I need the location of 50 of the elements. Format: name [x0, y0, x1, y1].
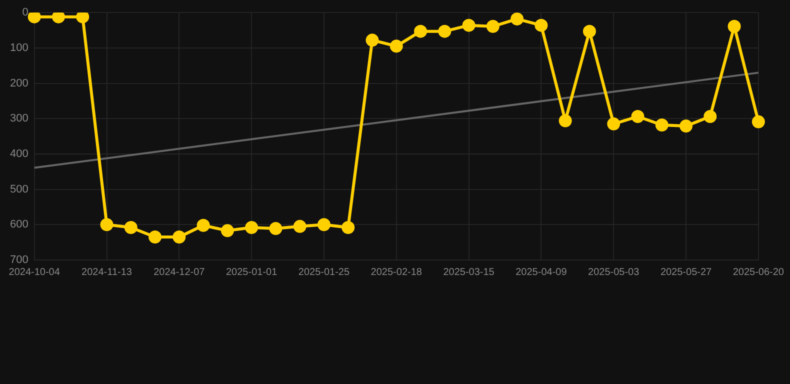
point — [582, 24, 596, 38]
point — [220, 224, 234, 238]
y-tick-label: 700 — [10, 254, 28, 266]
y-tick-label: 100 — [10, 42, 28, 54]
point — [438, 24, 452, 38]
point — [704, 110, 717, 124]
point — [631, 110, 644, 124]
point — [76, 12, 90, 24]
y-tick-label: 400 — [10, 148, 28, 160]
y-tick-label: 0 — [22, 6, 28, 19]
y-tick-label: 300 — [10, 112, 28, 125]
x-tick-label: 2025-03-15 — [443, 266, 495, 278]
point — [607, 117, 620, 130]
x-tick-label: 2025-06-20 — [732, 266, 784, 278]
x-tick-label: 2024-11-13 — [82, 266, 132, 278]
point — [752, 115, 765, 128]
point — [269, 222, 282, 236]
point — [28, 12, 41, 24]
y-tick-label: 500 — [10, 183, 28, 196]
point — [510, 12, 524, 26]
point — [52, 12, 65, 24]
point — [486, 20, 500, 33]
point — [317, 218, 330, 232]
point — [558, 114, 572, 128]
point — [124, 220, 138, 234]
y-tick-label: 200 — [10, 77, 28, 90]
point — [342, 220, 355, 234]
point — [655, 118, 668, 132]
x-tick-label: 2025-05-27 — [660, 266, 712, 278]
x-tick-label: 2025-04-09 — [516, 266, 568, 278]
point — [534, 18, 548, 32]
point — [728, 20, 741, 33]
point — [680, 120, 693, 133]
point — [462, 18, 476, 32]
point — [390, 40, 403, 53]
point — [414, 24, 428, 38]
x-tick-label: 2024-12-07 — [154, 266, 206, 278]
point — [245, 220, 258, 234]
x-tick-label: 2025-05-03 — [588, 266, 640, 278]
point — [366, 34, 379, 47]
x-tick-label: 2025-01-01 — [226, 266, 278, 278]
point — [148, 230, 162, 244]
x-tick-label: 2024-10-04 — [8, 266, 60, 278]
point — [293, 220, 306, 233]
point — [100, 218, 114, 232]
x-tick-label: 2025-01-25 — [298, 266, 350, 278]
x-tick-label: 2025-02-18 — [370, 266, 422, 278]
point — [172, 230, 186, 244]
y-tick-label: 600 — [10, 218, 28, 231]
point — [196, 218, 210, 232]
